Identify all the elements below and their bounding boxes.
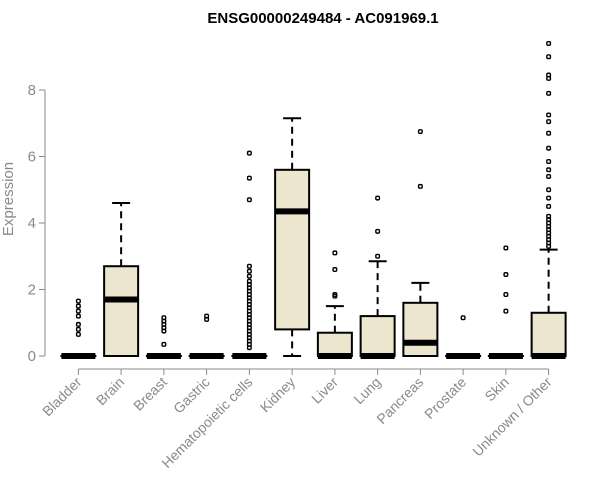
box-body	[402, 301, 439, 357]
chart-title: ENSG00000249484 - AC091969.1	[207, 10, 438, 27]
outlier-point	[332, 250, 338, 256]
y-tick-label: 8	[28, 82, 36, 99]
outlier-point	[546, 167, 552, 173]
box-hematopoietic-cells	[231, 150, 268, 359]
outlier-point	[75, 303, 81, 309]
outlier-point	[75, 321, 81, 327]
outlier-point	[546, 72, 552, 78]
outlier-point	[375, 228, 381, 234]
y-tick-label: 6	[28, 149, 36, 166]
outlier-point	[161, 315, 167, 321]
outlier-point	[75, 313, 81, 319]
box-unknown-other	[530, 40, 567, 359]
outlier-point	[246, 175, 252, 181]
box-body	[274, 168, 311, 331]
outlier-point	[546, 187, 552, 193]
box-gastric	[188, 313, 225, 359]
box-body	[103, 265, 140, 358]
x-tick-label: Unknown / Other	[469, 374, 555, 460]
outlier-point	[503, 308, 509, 314]
y-axis: 0 2 4 6 8	[28, 82, 46, 365]
outlier-point	[546, 40, 552, 46]
box-body	[530, 311, 567, 357]
outlier-point	[246, 150, 252, 156]
x-tick-label: Skin	[481, 374, 512, 405]
outlier-point	[546, 112, 552, 118]
outlier-point	[246, 273, 252, 279]
x-tick-label: Gastric	[170, 374, 213, 417]
outlier-point	[546, 158, 552, 164]
outlier-point	[503, 291, 509, 297]
outlier-point	[546, 119, 552, 125]
y-axis-label: Expression	[0, 162, 17, 236]
outlier-point	[546, 130, 552, 136]
box-liver	[316, 250, 353, 359]
box-kidney	[274, 117, 311, 357]
outlier-point	[546, 54, 552, 60]
x-tick-label: Prostate	[421, 374, 469, 422]
outlier-point	[246, 263, 252, 269]
box-pancreas	[402, 129, 439, 357]
outlier-point	[546, 145, 552, 151]
y-tick-label: 2	[28, 282, 36, 299]
box-body	[316, 331, 353, 358]
outlier-point	[546, 195, 552, 201]
outlier-point	[246, 197, 252, 203]
outlier-point	[417, 129, 423, 135]
outlier-point	[417, 183, 423, 189]
boxes	[60, 40, 567, 359]
outlier-point	[546, 90, 552, 96]
x-tick-label: Breast	[130, 374, 170, 414]
x-tick-label: Lung	[350, 374, 383, 407]
outlier-point	[503, 245, 509, 251]
outlier-point	[546, 173, 552, 179]
box-lung	[359, 195, 396, 359]
y-tick-label: 0	[28, 348, 36, 365]
outlier-point	[546, 213, 552, 219]
y-tick-label: 4	[28, 215, 36, 232]
outlier-point	[460, 315, 466, 321]
outlier-point	[375, 195, 381, 201]
outlier-point	[75, 326, 81, 332]
outlier-point	[75, 308, 81, 314]
outlier-point	[75, 331, 81, 337]
outlier-point	[75, 298, 81, 304]
outlier-point	[503, 272, 509, 278]
x-tick-label: Kidney	[257, 374, 299, 416]
box-skin	[487, 245, 524, 359]
outlier-point	[161, 341, 167, 347]
outlier-point	[246, 268, 252, 274]
outlier-point	[204, 313, 210, 319]
outlier-point	[375, 253, 381, 259]
box-bladder	[60, 298, 97, 359]
outlier-point	[332, 291, 338, 297]
outlier-point	[546, 203, 552, 209]
x-tick-label: Liver	[308, 374, 341, 407]
box-prostate	[445, 315, 482, 359]
outlier-point	[246, 278, 252, 284]
outlier-point	[332, 267, 338, 273]
box-body	[359, 315, 396, 358]
box-brain	[103, 202, 140, 358]
x-tick-label: Brain	[93, 374, 127, 408]
x-tick-label: Bladder	[39, 374, 85, 420]
x-tick-label: Pancreas	[373, 374, 426, 427]
box-breast	[145, 315, 182, 359]
